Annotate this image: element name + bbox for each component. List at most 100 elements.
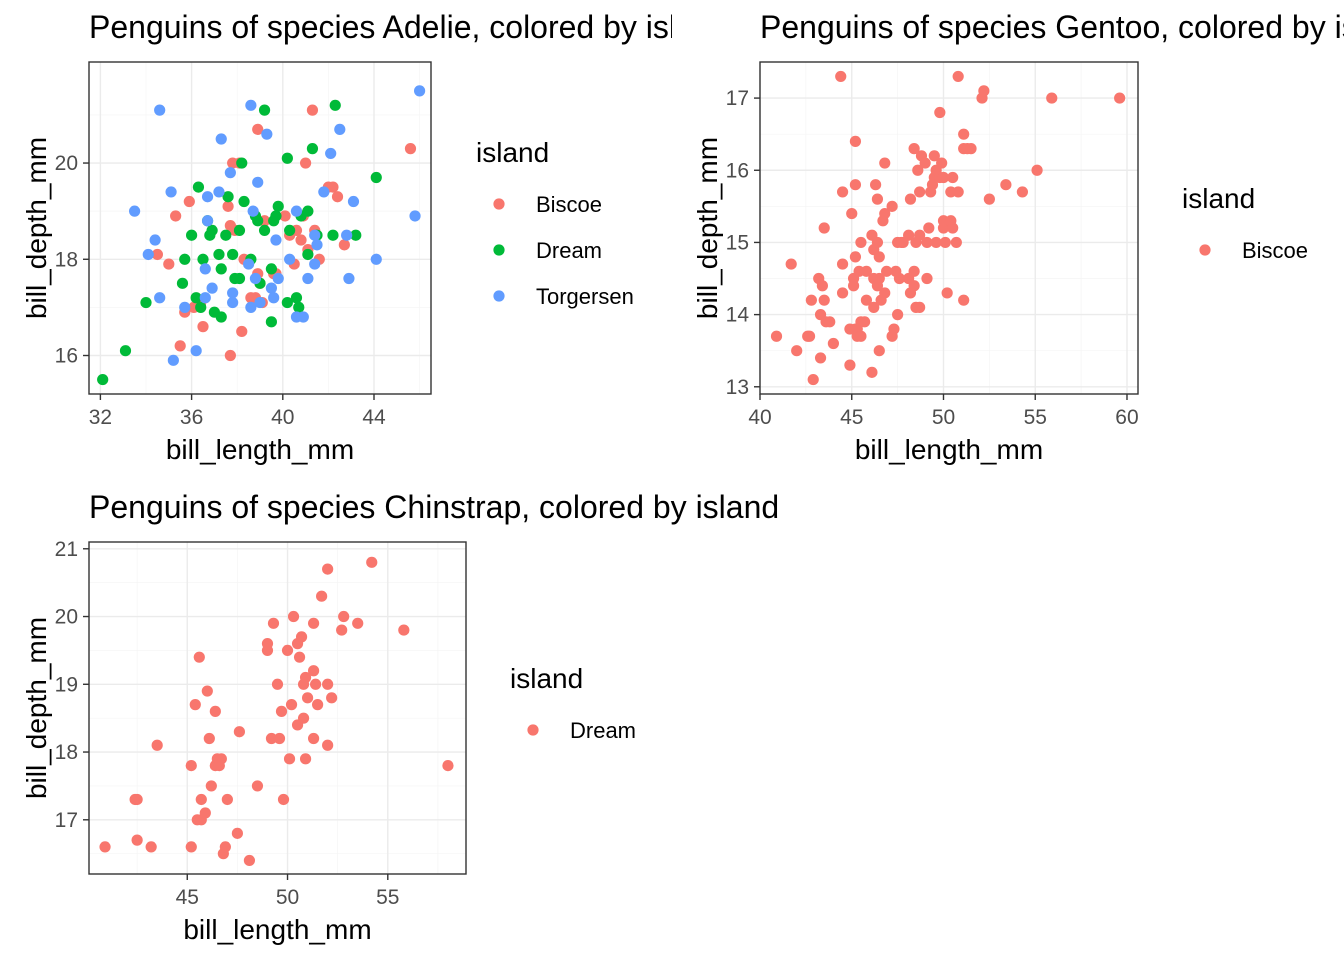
point-biscoe: [870, 179, 882, 191]
point-biscoe: [936, 157, 948, 169]
point-torgersen: [227, 296, 239, 309]
point-dream: [233, 272, 246, 285]
point-biscoe: [791, 345, 803, 357]
point-biscoe: [163, 258, 175, 270]
y-axis-title-gentoo: bill_depth_mm: [692, 137, 723, 319]
point-biscoe: [814, 352, 827, 364]
point-torgersen: [201, 215, 214, 227]
point-biscoe: [836, 186, 849, 198]
point-dream: [215, 311, 227, 323]
point-biscoe: [912, 164, 924, 176]
point-biscoe: [937, 171, 950, 184]
point-dream: [295, 631, 308, 643]
point-biscoe: [170, 210, 182, 222]
point-biscoe: [921, 236, 933, 249]
point-biscoe: [816, 280, 828, 292]
y-tick-label: 17: [726, 87, 749, 110]
point-dream: [189, 699, 201, 711]
point-dream: [265, 732, 278, 745]
point-dream: [131, 793, 143, 806]
point-dream: [281, 296, 293, 309]
point-torgersen: [268, 292, 280, 304]
legend-adelie: island Biscoe Dream Torgersen: [476, 137, 634, 309]
point-torgersen: [243, 258, 255, 270]
point-dream: [316, 590, 328, 602]
point-dream: [271, 678, 284, 690]
point-biscoe: [868, 301, 880, 313]
point-biscoe: [947, 171, 959, 184]
ticks-gentoo: 40 45 50 55 60 13 14 15 16 17: [726, 87, 1139, 429]
point-torgersen: [370, 253, 382, 265]
y-tick-label: 21: [55, 538, 78, 561]
point-biscoe: [923, 222, 935, 234]
point-biscoe: [879, 207, 891, 220]
point-dream: [281, 644, 294, 657]
point-biscoe: [934, 106, 946, 119]
point-biscoe: [904, 193, 917, 205]
y-tick-label: 20: [55, 152, 78, 175]
point-torgersen: [290, 205, 303, 217]
point-dream: [221, 793, 233, 806]
point-biscoe: [785, 258, 797, 270]
point-dream: [195, 301, 207, 313]
point-dream: [398, 624, 410, 636]
point-biscoe: [174, 340, 186, 352]
point-biscoe: [1000, 179, 1012, 191]
point-biscoe: [921, 272, 933, 285]
panel-border-adelie: [88, 61, 432, 395]
point-dream: [219, 841, 231, 853]
point-biscoe: [903, 229, 915, 241]
point-dream: [215, 263, 227, 275]
legend-title-gentoo: island: [1182, 183, 1255, 214]
point-torgersen: [165, 186, 177, 198]
point-biscoe: [331, 191, 344, 203]
point-biscoe: [892, 309, 904, 321]
point-biscoe: [928, 150, 940, 162]
point-torgersen: [206, 282, 218, 294]
point-dream: [185, 841, 197, 853]
x-tick-label: 60: [1115, 406, 1138, 429]
point-dream: [197, 253, 209, 265]
point-dream: [179, 253, 191, 265]
point-biscoe: [866, 366, 878, 378]
point-dream: [329, 99, 341, 111]
grid-adelie: [89, 62, 431, 394]
x-tick-label: 45: [840, 406, 863, 429]
panel-title-gentoo: Penguins of species Gentoo, colored by i…: [760, 9, 1344, 45]
point-dream: [186, 229, 198, 241]
x-tick-label: 32: [89, 406, 112, 429]
point-dream: [302, 248, 314, 261]
points-gentoo: [770, 70, 1126, 386]
point-biscoe: [908, 143, 920, 155]
point-biscoe: [958, 128, 970, 140]
point-biscoe: [404, 143, 417, 155]
point-dream: [275, 705, 288, 717]
y-tick-label: 17: [55, 809, 78, 832]
legend-label-biscoe: Biscoe: [1242, 238, 1308, 263]
legend-key-biscoe: [1199, 244, 1211, 256]
point-biscoe: [1114, 92, 1126, 104]
point-biscoe: [908, 280, 920, 292]
point-biscoe: [770, 330, 783, 342]
point-biscoe: [835, 70, 847, 83]
x-tick-label: 44: [362, 406, 386, 429]
point-dream: [336, 624, 348, 636]
legend-label-torgersen: Torgersen: [536, 284, 634, 309]
point-biscoe: [236, 325, 248, 338]
point-dream: [267, 617, 280, 629]
point-dream: [238, 195, 250, 208]
point-torgersen: [154, 292, 166, 304]
point-dream: [99, 841, 111, 853]
point-torgersen: [245, 99, 257, 111]
point-biscoe: [855, 236, 867, 249]
x-tick-label: 45: [176, 886, 199, 909]
point-biscoe: [888, 323, 900, 335]
point-biscoe: [914, 301, 926, 313]
panel-gentoo: Penguins of species Gentoo, colored by i…: [692, 9, 1344, 465]
point-biscoe: [860, 265, 873, 277]
point-dream: [327, 229, 339, 241]
y-tick-label: 15: [726, 231, 749, 254]
point-dream: [185, 759, 197, 772]
point-dream: [145, 841, 157, 853]
